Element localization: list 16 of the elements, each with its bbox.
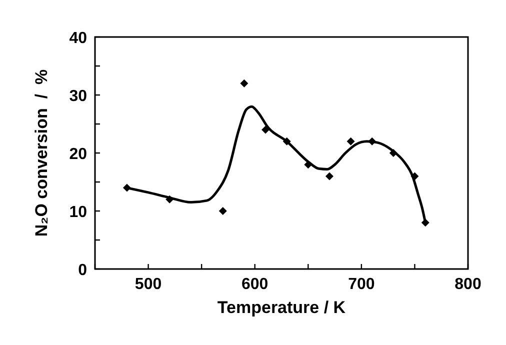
point [218,207,227,215]
y-tick-label: 30 [69,88,88,105]
y-axis-title: N₂O conversion / % [32,69,51,237]
x-tick-label: 800 [454,276,482,293]
point [240,79,248,88]
y-tick-label: 40 [69,30,88,47]
y-tick-label: 0 [78,262,88,279]
x-tick-label: 500 [134,276,162,293]
y-tick-label: 20 [69,146,88,163]
y-tick-label: 10 [69,204,88,221]
point [346,137,355,146]
x-tick-label: 700 [348,276,375,293]
point [325,172,334,180]
point [262,126,270,134]
x-axis-title: Temperature / K [217,298,346,317]
x-tick-label: 600 [242,276,268,293]
